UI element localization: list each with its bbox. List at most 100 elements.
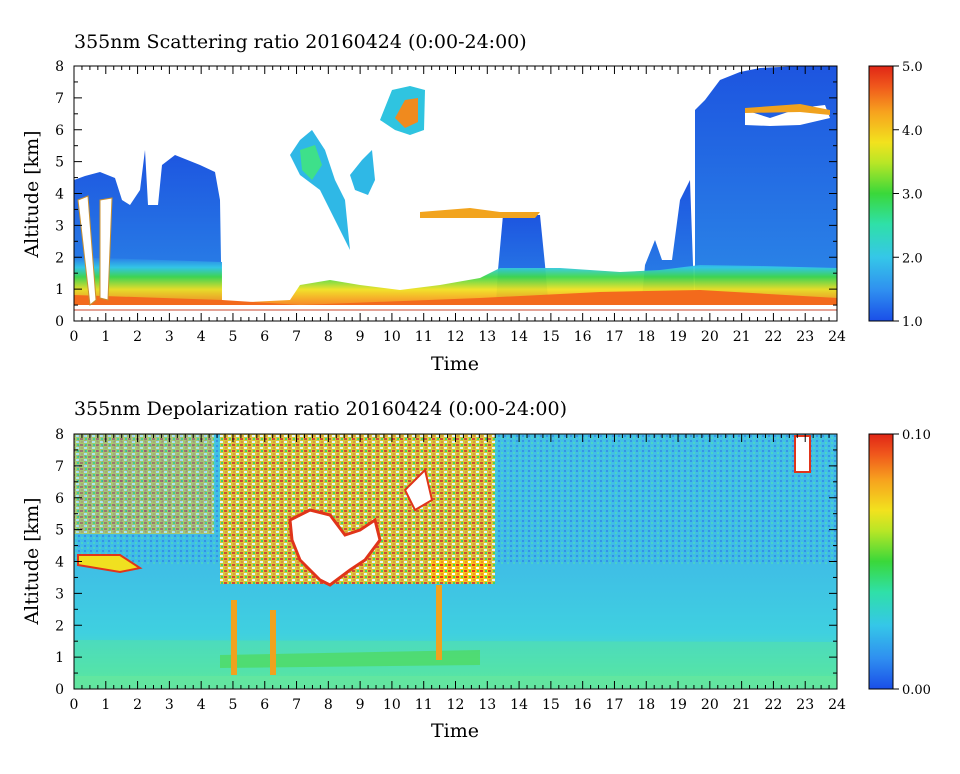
x-tick-label: 13 [478,329,496,345]
x-tick-label: 7 [292,329,301,345]
scattering-ratio-panel: 355nm Scattering ratio 20160424 (0:00-24… [21,31,923,375]
x-tick-label: 6 [260,329,269,345]
y-tick-label: 8 [55,427,64,443]
x-axis-label: Time [431,720,479,742]
thin-layer [420,208,540,218]
vertical-streak-3 [436,585,442,660]
x-tick-label: 3 [165,697,174,713]
y-tick-label: 1 [55,282,64,298]
x-tick-label: 12 [447,329,465,345]
x-tick-label: 16 [574,329,592,345]
y-tick-label: 8 [55,59,64,75]
x-tick-label: 1 [101,329,110,345]
chart-title: 355nm Scattering ratio 20160424 (0:00-24… [74,31,527,53]
x-axis: 0 1 2 3 4 5 6 7 8 9 10 11 12 13 14 15 16 17 18 19 20 21 22 23 24 [70,66,846,345]
x-tick-label: 15 [542,329,560,345]
x-tick-label: 6 [260,697,269,713]
colorbar-tick-label: 0.10 [902,428,931,443]
x-tick-label: 21 [733,329,751,345]
y-axis-label: Altitude [km] [21,130,43,258]
early-depol-noise [74,434,214,534]
aerosol-core [300,145,322,180]
x-tick-label: 11 [415,329,433,345]
x-tick-label: 11 [415,697,433,713]
x-tick-label: 24 [828,697,846,713]
colorbar-tick-label: 5.0 [902,60,923,75]
x-tick-label: 19 [669,329,687,345]
colorbar-gradient [868,433,894,690]
x-tick-label: 14 [510,697,528,713]
x-tick-label: 13 [478,697,496,713]
y-tick-label: 6 [55,123,64,139]
x-tick-label: 10 [383,329,401,345]
x-tick-label: 1 [101,697,110,713]
chart-title: 355nm Depolarization ratio 20160424 (0:0… [74,398,567,420]
colorbar-tick-label: 2.0 [902,251,923,266]
x-tick-label: 12 [447,697,465,713]
colorbar: 1.0 2.0 3.0 4.0 5.0 [868,60,923,330]
x-tick-label: 14 [510,329,528,345]
x-tick-label: 20 [701,329,719,345]
x-tick-label: 9 [356,329,365,345]
vertical-streak [231,600,237,675]
x-tick-label: 4 [197,697,206,713]
x-tick-label: 23 [796,329,814,345]
y-tick-label: 7 [55,459,64,475]
y-tick-label: 7 [55,91,64,107]
saturated-patch [77,195,97,306]
x-tick-label: 7 [292,697,301,713]
x-tick-label: 18 [637,697,655,713]
high-cloud-core [395,98,418,128]
y-tick-label: 6 [55,491,64,507]
y-tick-label: 4 [55,187,64,203]
saturated-patch-2 [99,197,113,301]
depol-patch [403,468,434,512]
x-tick-label: 16 [574,697,592,713]
x-tick-label: 23 [796,697,814,713]
y-tick-label: 1 [55,650,64,666]
y-tick-label: 5 [55,523,64,539]
dust-layer-saturated [288,508,382,587]
y-tick-label: 4 [55,555,64,571]
aerosol-streak-2 [350,150,375,195]
y-axis: 0 1 2 3 4 5 6 7 8 [55,59,837,330]
x-tick-label: 22 [765,697,783,713]
x-tick-label: 2 [133,329,142,345]
y-tick-label: 3 [55,586,64,602]
y-tick-label: 2 [55,618,64,634]
y-axis-label: Altitude [km] [21,497,43,625]
x-tick-label: 15 [542,697,560,713]
cloud-depol-early [77,554,143,574]
x-tick-label: 5 [228,329,237,345]
x-tick-label: 9 [356,697,365,713]
colorbar-tick-label: 4.0 [902,124,923,139]
x-tick-label: 5 [228,697,237,713]
cloud-mass-late [695,66,837,321]
y-tick-label: 0 [55,314,64,330]
cloud-top-edge [745,104,830,115]
depolarization-ratio-panel: 355nm Depolarization ratio 20160424 (0:0… [21,398,931,742]
x-tick-label: 19 [669,697,687,713]
x-tick-label: 17 [606,329,624,345]
x-tick-label: 0 [70,697,79,713]
colorbar-gradient [868,65,894,322]
colorbar-ticks: 1.0 2.0 3.0 4.0 5.0 [893,60,923,330]
x-tick-label: 4 [197,329,206,345]
near-surface-layer-core [220,650,480,668]
x-axis: 0 1 2 3 4 5 6 7 8 9 10 11 12 13 14 15 16 17 18 19 20 21 22 23 24 [70,434,846,713]
y-axis: 0 1 2 3 4 5 6 7 8 [55,427,837,698]
scattering-ratio-plot-area [74,66,837,321]
x-tick-label: 2 [133,697,142,713]
depol-layer-12h [430,560,490,582]
y-tick-label: 0 [55,682,64,698]
x-tick-label: 20 [701,697,719,713]
colorbar-tick-label: 3.0 [902,188,923,203]
depolarization-ratio-plot-area [74,434,837,689]
x-tick-label: 10 [383,697,401,713]
y-tick-label: 2 [55,250,64,266]
depol-patch-23h [794,435,811,473]
x-tick-label: 21 [733,697,751,713]
colorbar: 0.00 0.10 [868,428,931,698]
